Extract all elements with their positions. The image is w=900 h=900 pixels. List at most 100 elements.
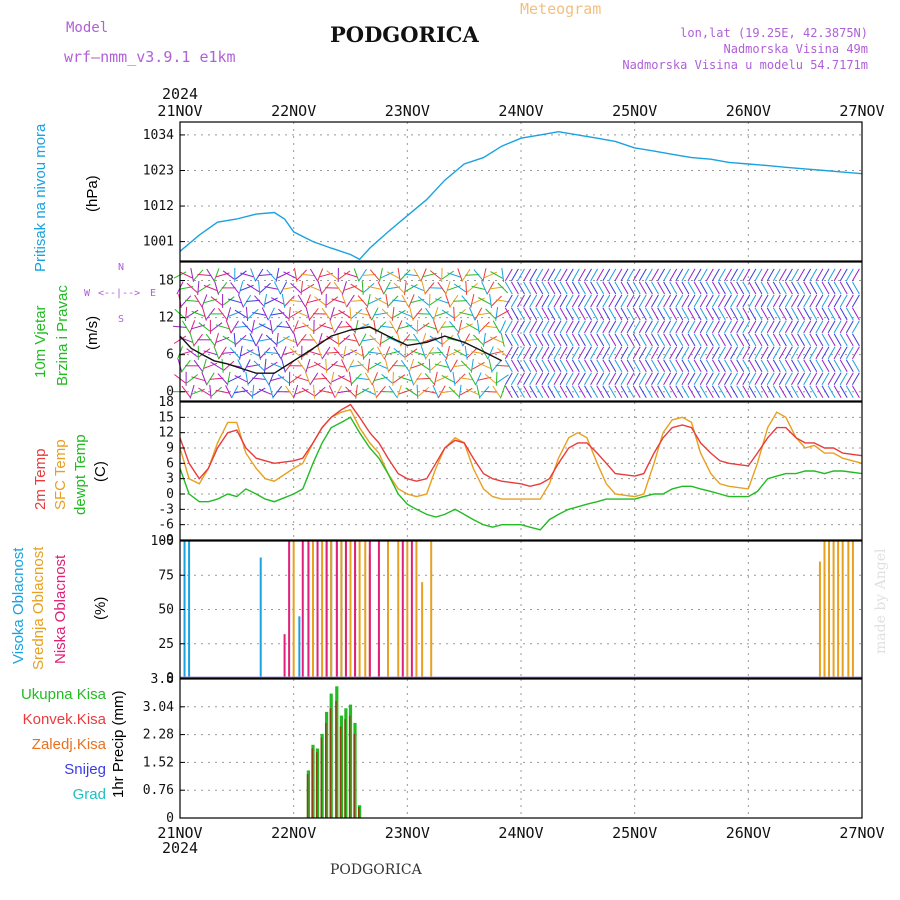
- wind-arrow: [424, 373, 435, 385]
- wind-arrow: [410, 363, 425, 369]
- wind-arrow: [238, 281, 244, 295]
- wind-arrow: [288, 306, 291, 321]
- wind-arrow: [608, 359, 617, 373]
- wind-arrow: [241, 386, 253, 397]
- wind-arrow: [301, 387, 314, 396]
- wind-arrow: [657, 346, 666, 360]
- wind-arrow: [510, 385, 519, 399]
- wind-arrow: [353, 268, 360, 282]
- wind-arrow: [437, 385, 446, 399]
- wind-arrow: [614, 359, 623, 373]
- wind-speed-line: [179, 326, 503, 374]
- wind-arrow: [363, 347, 374, 359]
- wind-arrow: [329, 320, 336, 334]
- wind-arrow: [693, 359, 702, 373]
- wind-arrow: [428, 351, 443, 354]
- pressure-line: [179, 130, 863, 261]
- wind-arrow: [379, 332, 383, 347]
- wind-arrow: [675, 359, 684, 373]
- wind-arrow: [730, 294, 739, 308]
- wind-arrow: [313, 361, 327, 371]
- wind-arrow: [620, 346, 629, 360]
- wind-arrow: [730, 268, 739, 282]
- wind-arrow: [577, 307, 586, 321]
- wind-arrow: [368, 297, 382, 305]
- wind-arrow: [366, 293, 371, 308]
- wind-arrow: [602, 372, 611, 386]
- wind-arrow: [797, 333, 806, 347]
- wind-arrow: [803, 359, 812, 373]
- wind-arrow: [491, 295, 502, 307]
- wind-arrow: [393, 282, 405, 294]
- wind-arrow: [203, 362, 218, 369]
- wind-arrow: [282, 336, 297, 343]
- wind-arrow: [851, 333, 860, 347]
- wind-arrow: [417, 386, 430, 397]
- wind-arrow: [529, 294, 538, 308]
- wind-arrow: [584, 268, 592, 282]
- wind-arrow: [644, 333, 653, 347]
- wind-arrow: [565, 333, 574, 347]
- wind-arrow: [333, 347, 344, 359]
- wind-arrow: [559, 333, 568, 347]
- wind-arrow: [748, 307, 757, 321]
- wind-arrow: [483, 332, 486, 347]
- wind-arrow: [778, 333, 787, 347]
- wind-arrow: [181, 320, 191, 334]
- wind-arrow: [584, 385, 592, 399]
- wind-arrow: [547, 385, 556, 399]
- wind-arrow: [754, 372, 763, 386]
- wind-arrow: [535, 320, 544, 334]
- wind-arrow: [288, 299, 303, 303]
- wind-arrow: [791, 372, 799, 386]
- wind-arrow: [338, 334, 351, 345]
- wind-arrow: [772, 320, 781, 334]
- wind-arrow: [436, 347, 447, 359]
- wind-arrow: [608, 372, 617, 386]
- wind-arrow: [845, 294, 854, 308]
- y-tick-label: 12: [158, 426, 174, 441]
- wind-arrow: [258, 388, 272, 395]
- wind-arrow: [730, 281, 739, 295]
- wind-arrow: [699, 346, 708, 360]
- y-tick-label: 0.76: [143, 783, 174, 798]
- wind-arrow: [430, 360, 442, 371]
- wind-arrow: [263, 293, 268, 308]
- wind-arrow: [295, 310, 309, 317]
- wind-arrow: [464, 345, 468, 360]
- wind-arrow: [760, 268, 769, 282]
- wind-arrow: [766, 385, 775, 399]
- wind-arrow: [675, 294, 684, 308]
- wind-arrow: [363, 283, 375, 293]
- time-label-top: 24NOV: [498, 102, 543, 120]
- wind-arrow: [669, 268, 678, 282]
- wind-arrow: [663, 333, 672, 347]
- wind-arrow: [705, 372, 714, 386]
- wind-arrow: [584, 281, 592, 295]
- wind-arrow: [754, 359, 763, 373]
- wind-arrow: [517, 359, 525, 373]
- wind-arrow: [442, 334, 454, 345]
- wind-arrow: [225, 385, 233, 399]
- wind-arrow: [356, 387, 369, 396]
- wind-arrow: [742, 307, 751, 321]
- compass-north: N: [118, 262, 125, 273]
- wind-arrow: [626, 307, 635, 321]
- wind-arrow: [815, 333, 824, 347]
- wind-arrow: [226, 307, 232, 321]
- y-tick-label: 50: [158, 603, 174, 618]
- wind-arrow: [827, 333, 836, 347]
- wind-arrow: [392, 371, 394, 386]
- wind-arrow: [565, 281, 574, 295]
- wind-arrow: [675, 320, 684, 334]
- wind-arrow: [217, 373, 228, 385]
- wind-arrow: [693, 281, 702, 295]
- wind-arrow: [273, 281, 281, 295]
- wind-arrow: [839, 294, 848, 308]
- wind-arrow: [699, 281, 708, 295]
- wind-arrow: [845, 268, 854, 282]
- wind-arrow: [748, 281, 757, 295]
- wind-arrow: [386, 336, 400, 344]
- y-tick-label: 1001: [143, 235, 174, 250]
- wind-arrow: [338, 309, 351, 319]
